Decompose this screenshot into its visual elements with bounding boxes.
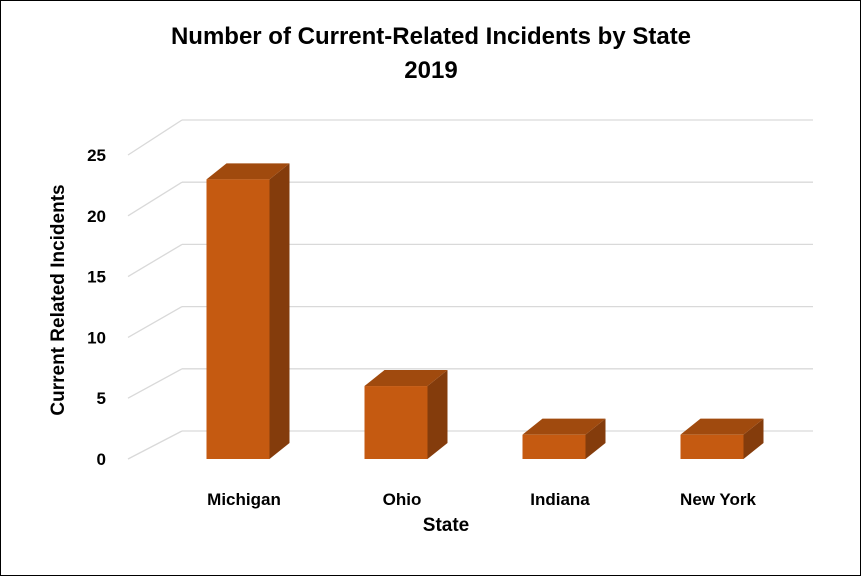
bar	[364, 370, 448, 459]
y-tick-label: 20	[87, 207, 106, 226]
gridline-depth	[127, 243, 183, 278]
chart-subtitle: 2019	[404, 57, 457, 84]
bar-front-face	[364, 386, 428, 459]
bar-front-face	[522, 434, 586, 459]
x-tick-label: New York	[680, 490, 756, 509]
bar	[680, 418, 764, 459]
x-tick-label: Ohio	[383, 490, 422, 509]
y-tick-label: 5	[97, 389, 106, 408]
x-tick-label: Indiana	[530, 490, 590, 509]
gridline-depth	[127, 430, 183, 460]
gridline-depth	[127, 181, 183, 217]
bar	[522, 418, 606, 459]
bar-side-face	[743, 418, 764, 459]
y-tick-label: 10	[87, 328, 106, 347]
bar-front-face	[680, 434, 744, 459]
gridline-depth	[127, 306, 183, 338]
gridline-depth	[127, 119, 183, 156]
y-axis-label: Current Related Incidents	[48, 184, 69, 415]
y-tick-label: 25	[87, 146, 106, 165]
bar-side-face	[427, 370, 448, 459]
bars	[206, 163, 764, 459]
chart-title: Number of Current-Related Incidents by S…	[171, 23, 691, 50]
x-axis-ticks: Michigan Ohio Indiana New York	[207, 490, 756, 509]
y-axis-ticks: 0 5 10 15 20 25	[87, 146, 106, 469]
bar-side-face	[269, 163, 290, 459]
y-tick-label: 15	[87, 268, 106, 287]
bar-top-face	[206, 163, 290, 180]
y-tick-label: 0	[97, 450, 106, 469]
bar	[206, 163, 290, 459]
bar-top-face	[364, 370, 448, 387]
bar-front-face	[206, 179, 270, 459]
bar-side-face	[585, 418, 606, 459]
x-tick-label: Michigan	[207, 490, 281, 509]
bar-top-face	[522, 418, 606, 435]
x-axis-label: State	[423, 515, 469, 536]
bar-top-face	[680, 418, 764, 435]
gridline-depth	[127, 368, 183, 399]
